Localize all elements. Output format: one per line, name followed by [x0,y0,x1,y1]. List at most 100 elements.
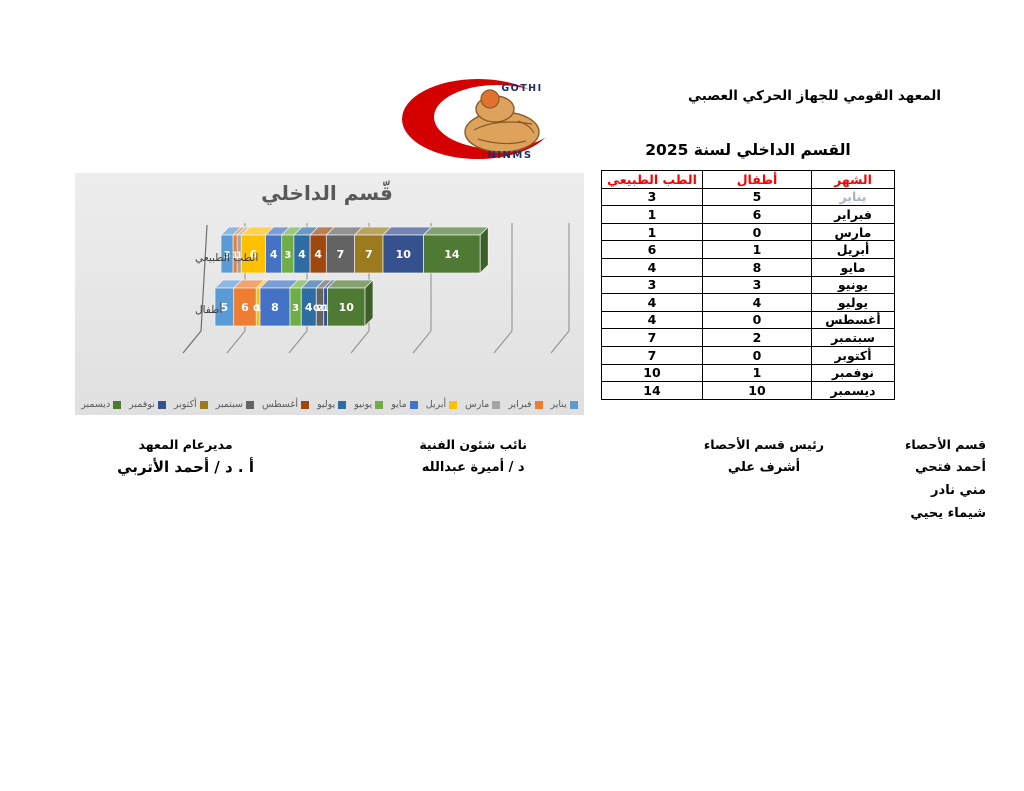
table-row: فبراير 6 1 [601,205,895,224]
table-cell: 3 [601,187,703,207]
legend-color-swatch [157,400,166,409]
table-cell: مايو [811,257,895,277]
bar-value-label: 3 [224,250,231,261]
table-cell: 0 [702,222,812,242]
table-row: يونيو 3 3 [601,275,895,295]
category-label: الطب الطبيعي [195,252,258,264]
legend-color-swatch [409,400,418,409]
legend-label: سبتمبر [215,399,243,410]
table-cell: نوفمبر [811,363,895,383]
bar-value-label: 1 [232,251,238,261]
signature-name: شيماء يحيي [910,506,986,521]
legend-label: يونيو [354,399,373,410]
signature-column: نائب شئون الفنية د / أميرة عبدالله [419,433,527,479]
table-cell: 6 [601,240,703,259]
bar-value-label: 7 [337,248,345,261]
table-cell: يوليو [811,293,895,312]
table-cell: 1 [702,363,812,383]
table-cell: 4 [702,293,812,312]
table-row: نوفمبر 1 10 [601,363,895,383]
table-cell: مارس [811,222,895,242]
legend-label: مايو [391,399,407,410]
table-cell: أغسطس [811,310,895,330]
bar-value-label: 4 [314,248,322,261]
bar-value-label: 0 [321,304,327,314]
legend-color-swatch [449,400,458,409]
table-cell: 1 [601,205,703,224]
bar-value-label: 4 [298,248,306,261]
table-row: ديسمبر 10 14 [601,381,895,400]
legend-label: فبراير [508,399,532,410]
legend-color-swatch [199,400,208,409]
table-cell: 8 [702,257,812,277]
legend-color-swatch [113,400,122,409]
table-header-cell: الطب الطبيعي [601,170,703,189]
table-row: مارس 0 1 [601,222,895,242]
table-cell: 1 [702,240,812,259]
bar-value-label: 3 [292,303,299,314]
logo-text-ninms: NINMS [487,150,532,161]
table-row: يناير 5 3 [601,187,895,207]
legend-label: أغسطس [262,399,298,410]
legend-color-swatch [338,400,347,409]
legend-label: أكتوبر [173,399,197,410]
signature-column: قسم الأحصاء أحمد فتحي مني نادر شيماء يحيي [905,433,986,525]
legend-color-swatch [301,400,309,409]
bar-value-label: 14 [444,248,460,261]
table-cell: يونيو [811,275,895,295]
table-row: يوليو 4 4 [601,293,895,312]
table-cell: 4 [601,293,703,312]
table-cell: 0 [702,310,812,330]
signature-column: رئيس قسم الأحصاء أشرف علي [704,433,824,479]
legend-color-swatch [375,400,384,409]
table-row: سبتمبر 2 7 [601,328,895,347]
legend-item: أغسطس [262,399,309,410]
table-cell: ديسمبر [811,381,895,400]
table-cell: 2 [702,328,812,347]
category-label: أطفال [195,302,222,316]
table-cell: فبراير [811,205,895,224]
signature-name: د / أميرة عبدالله [421,460,525,475]
bar-segment-side [479,226,489,274]
bar-value-label: 8 [271,301,279,314]
bar-value-label: 6 [241,301,249,314]
legend-item: أبريل [426,399,458,410]
category-axis [182,224,208,354]
monthly-stats-table: الشهر أطفال الطب الطبيعي يناير 5 3 فبراير 6 1 ما… [601,170,895,400]
bar-value-label: 1 [322,304,328,314]
institute-title: المعهد القومي للجهاز الحركي العصبي [688,88,941,104]
institute-logo: GOTHI NINMS [398,76,566,162]
bar-segment [423,234,481,274]
logo-graphic: GOTHI NINMS [402,79,560,161]
table-row: أبريل 1 6 [601,240,895,259]
table-cell: يناير [811,187,895,207]
table-header-cell: الشهر [811,170,895,189]
signature-column: مديرعام المعهد أ . د / أحمد الأتربي [117,433,254,479]
bar-value-label: 2 [317,304,323,314]
logo-text-gothi: GOTHI [501,83,542,94]
legend-color-swatch [246,400,254,409]
signature-title: مديرعام المعهد [138,437,233,452]
bar-value-label: 4 [305,301,313,314]
bar-segment [354,234,384,274]
table-cell: 1 [601,222,703,242]
table-cell: 3 [601,275,703,295]
bar-value-label: 4 [270,248,278,261]
signature-name: أحمد فتحي [915,460,986,475]
bar-value-label: 1 [236,251,242,261]
legend-label: نوفمبر [129,399,155,410]
signature-name: أ . د / أحمد الأتربي [117,458,254,476]
bar-value-label: 5 [221,301,229,314]
table-header-cell: أطفال [702,170,812,189]
gridline [493,223,513,354]
bar-value-label: 1 [255,304,261,314]
chart-title: قّسم الداخلي [261,180,393,206]
table-cell: 7 [601,328,703,347]
legend-color-swatch [492,400,501,409]
table-row: أغسطس 0 4 [601,310,895,330]
legend-item: أكتوبر [174,399,208,410]
bar-value-label: 7 [365,248,373,261]
legend-item: يوليو [317,399,347,410]
legend-label: يوليو [317,399,336,410]
